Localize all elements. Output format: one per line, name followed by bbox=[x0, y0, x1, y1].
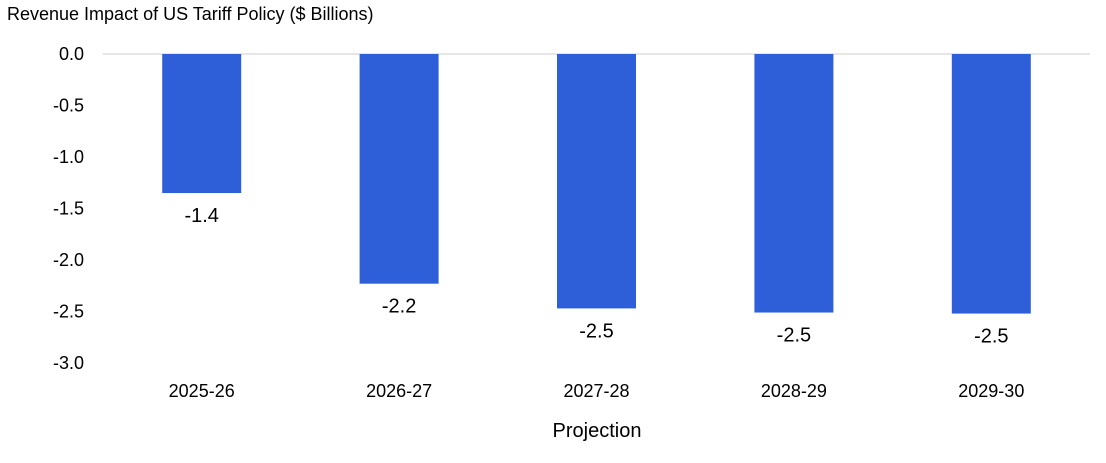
data-label-2027-28: -2.5 bbox=[579, 320, 613, 342]
bar-2025-26 bbox=[162, 54, 242, 194]
x-tick-label: 2025-26 bbox=[169, 381, 235, 401]
bar-2029-30 bbox=[951, 54, 1031, 314]
bar-2026-27 bbox=[359, 54, 439, 284]
y-tick-label: -0.5 bbox=[53, 96, 84, 116]
x-tick-label: 2029-30 bbox=[958, 381, 1024, 401]
y-axis: 0.0 -0.5 -1.0 -1.5 -2.0 -2.5 -3.0 bbox=[53, 44, 84, 373]
x-axis: 2025-26 2026-27 2027-28 2028-29 2029-30 bbox=[169, 381, 1025, 401]
bar-series bbox=[162, 54, 1031, 314]
y-tick-label: -2.0 bbox=[53, 250, 84, 270]
bar-2027-28 bbox=[557, 54, 636, 309]
x-axis-title: Projection bbox=[553, 420, 642, 442]
chart-title: Revenue Impact of US Tariff Policy ($ Bi… bbox=[7, 4, 374, 24]
data-label-2025-26: -1.4 bbox=[184, 205, 218, 227]
data-label-2028-29: -2.5 bbox=[777, 325, 811, 347]
data-label-2026-27: -2.2 bbox=[382, 296, 416, 318]
y-tick-label: -1.5 bbox=[53, 199, 84, 219]
y-tick-label: -3.0 bbox=[53, 353, 84, 373]
y-tick-label: -2.5 bbox=[53, 302, 84, 322]
x-tick-label: 2028-29 bbox=[761, 381, 827, 401]
bar-2028-29 bbox=[754, 54, 834, 313]
x-tick-label: 2027-28 bbox=[563, 381, 629, 401]
data-labels: -1.4 -2.2 -2.5 -2.5 -2.5 bbox=[184, 205, 1008, 348]
y-tick-label: 0.0 bbox=[59, 44, 84, 64]
x-tick-label: 2026-27 bbox=[366, 381, 432, 401]
data-label-2029-30: -2.5 bbox=[974, 326, 1008, 348]
y-tick-label: -1.0 bbox=[53, 147, 84, 167]
